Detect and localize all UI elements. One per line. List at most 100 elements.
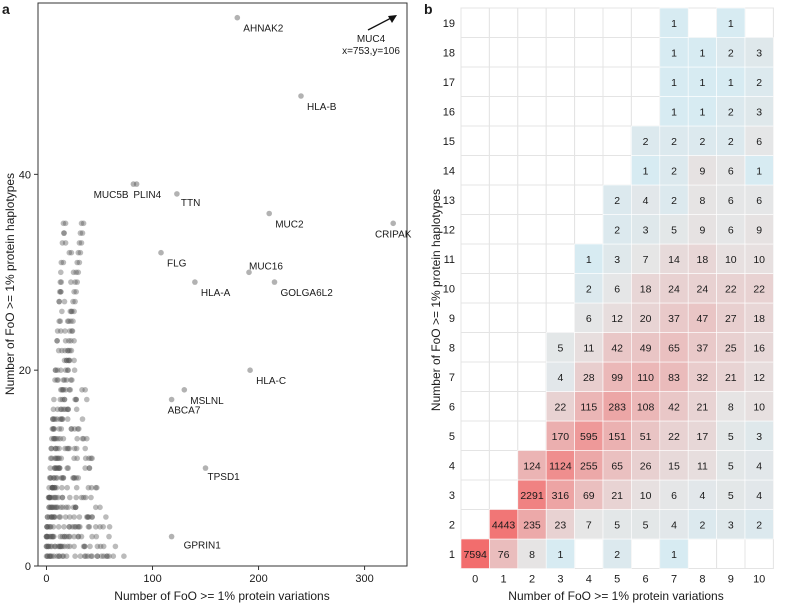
- scatter-point: [72, 553, 78, 559]
- scatter-point: [55, 543, 61, 550]
- scatter-point: [58, 426, 65, 432]
- scatter-point: [106, 524, 113, 530]
- heatmap-grid-cell: [744, 7, 774, 38]
- scatter-point: [52, 484, 58, 491]
- scatter-point: [62, 514, 69, 520]
- scatter-point: [54, 338, 60, 344]
- scatter-point: [65, 504, 71, 511]
- heatmap-cell-value: 15: [668, 460, 680, 472]
- scatter-point: [64, 416, 71, 422]
- scatter-point: [73, 396, 79, 403]
- scatter-point: [104, 553, 110, 559]
- scatter-point: [63, 553, 70, 559]
- labeled-point-ttn: [174, 191, 180, 197]
- scatter-point: [69, 377, 75, 383]
- heatmap-cell-value: 4443: [492, 519, 516, 531]
- heatmap-cell: [631, 155, 661, 186]
- scatter-point: [85, 514, 91, 520]
- heatmap-cell-value: 12: [753, 372, 765, 384]
- scatter-point: [66, 524, 73, 530]
- scatter-point: [46, 553, 53, 559]
- heatmap-cell-value: 3: [643, 224, 649, 236]
- heatmap-y-tick-label: 5: [449, 431, 455, 443]
- point-label-hla-b: HLA-B: [307, 102, 337, 113]
- scatter-point: [50, 504, 56, 511]
- heatmap-y-tick-label: 2: [449, 519, 455, 531]
- heatmap-cell-value: 1: [671, 18, 677, 30]
- muc4-label: MUC4: [357, 34, 386, 45]
- heatmap-x-tick-label: 4: [586, 574, 592, 586]
- scatter-point: [74, 279, 80, 285]
- scatter-point: [52, 416, 58, 422]
- heatmap-grid-cell: [602, 7, 632, 38]
- heatmap-cell-value: 235: [523, 519, 541, 531]
- heatmap-cell-value: 23: [555, 519, 567, 531]
- heatmap-cell-value: 2: [586, 283, 592, 295]
- heatmap-grid-cell: [517, 37, 547, 68]
- scatter-point: [44, 514, 51, 520]
- scatter-point: [79, 416, 86, 422]
- scatter-point: [97, 524, 103, 530]
- scatter-point: [59, 416, 66, 422]
- heatmap-cell-value: 2: [728, 106, 734, 118]
- scatter-point: [47, 455, 54, 462]
- heatmap-grid-cell: [574, 96, 604, 127]
- panel-label-b: b: [424, 1, 433, 17]
- scatter-point: [65, 465, 71, 471]
- heatmap-grid-cell: [574, 214, 604, 245]
- heatmap-grid-cell: [630, 66, 661, 97]
- scatter-point: [50, 484, 56, 491]
- scatter-point: [54, 445, 60, 452]
- heatmap-grid-cell: [460, 332, 490, 363]
- scatter-point: [58, 543, 65, 550]
- scatter-point: [69, 524, 76, 530]
- heatmap-cell: [602, 420, 632, 451]
- heatmap-grid-cell: [488, 96, 519, 127]
- scatter-point: [49, 484, 56, 491]
- heatmap-grid-cell: [488, 125, 519, 156]
- heatmap-cell-value: 5: [728, 490, 734, 502]
- scatter-point: [59, 533, 66, 540]
- scatter-point: [58, 406, 64, 413]
- scatter-point: [73, 289, 79, 295]
- heatmap-grid-cell: [602, 125, 632, 156]
- heatmap-grid-cell: [488, 37, 519, 68]
- scatter-point: [44, 533, 51, 540]
- heatmap-grid-cell: [460, 243, 490, 274]
- scatter-point: [80, 220, 87, 227]
- heatmap-x-tick-label: 1: [501, 574, 507, 586]
- scatter-point: [46, 504, 52, 511]
- scatter-point: [71, 475, 77, 481]
- scatter-point: [44, 533, 51, 540]
- scatter-point: [72, 504, 79, 511]
- heatmap-cell-value: 5: [671, 224, 677, 236]
- scatter-point: [68, 279, 74, 285]
- scatter-point: [110, 553, 117, 559]
- scatter-point: [52, 377, 58, 383]
- scatter-point: [61, 377, 68, 383]
- heatmap-cell-value: 151: [608, 431, 626, 443]
- scatter-point: [51, 475, 57, 481]
- scatter-point: [61, 533, 68, 540]
- heatmap-y-tick-label: 19: [443, 18, 455, 30]
- heatmap-grid-cell: [517, 214, 547, 245]
- scatter-point: [46, 494, 53, 501]
- heatmap-grid-cell: [687, 7, 718, 38]
- scatter-point: [57, 416, 64, 422]
- scatter-point: [52, 543, 58, 550]
- scatter-point: [79, 435, 86, 442]
- scatter-point: [58, 475, 65, 481]
- scatter-point: [64, 465, 70, 471]
- heatmap-y-tick-label: 18: [443, 47, 455, 59]
- scatter-points: [43, 14, 397, 559]
- scatter-point: [84, 435, 90, 442]
- scatter-point: [60, 377, 67, 383]
- scatter-point: [52, 367, 59, 374]
- heatmap-x-tick-label: 2: [529, 574, 535, 586]
- heatmap-cell: [631, 450, 661, 481]
- heatmap-cell-value: 3: [756, 106, 762, 118]
- heatmap-grid-cell: [602, 155, 632, 186]
- scatter-point: [79, 230, 86, 236]
- point-label-ttn: TTN: [181, 198, 200, 209]
- heatmap-cell: [631, 302, 661, 333]
